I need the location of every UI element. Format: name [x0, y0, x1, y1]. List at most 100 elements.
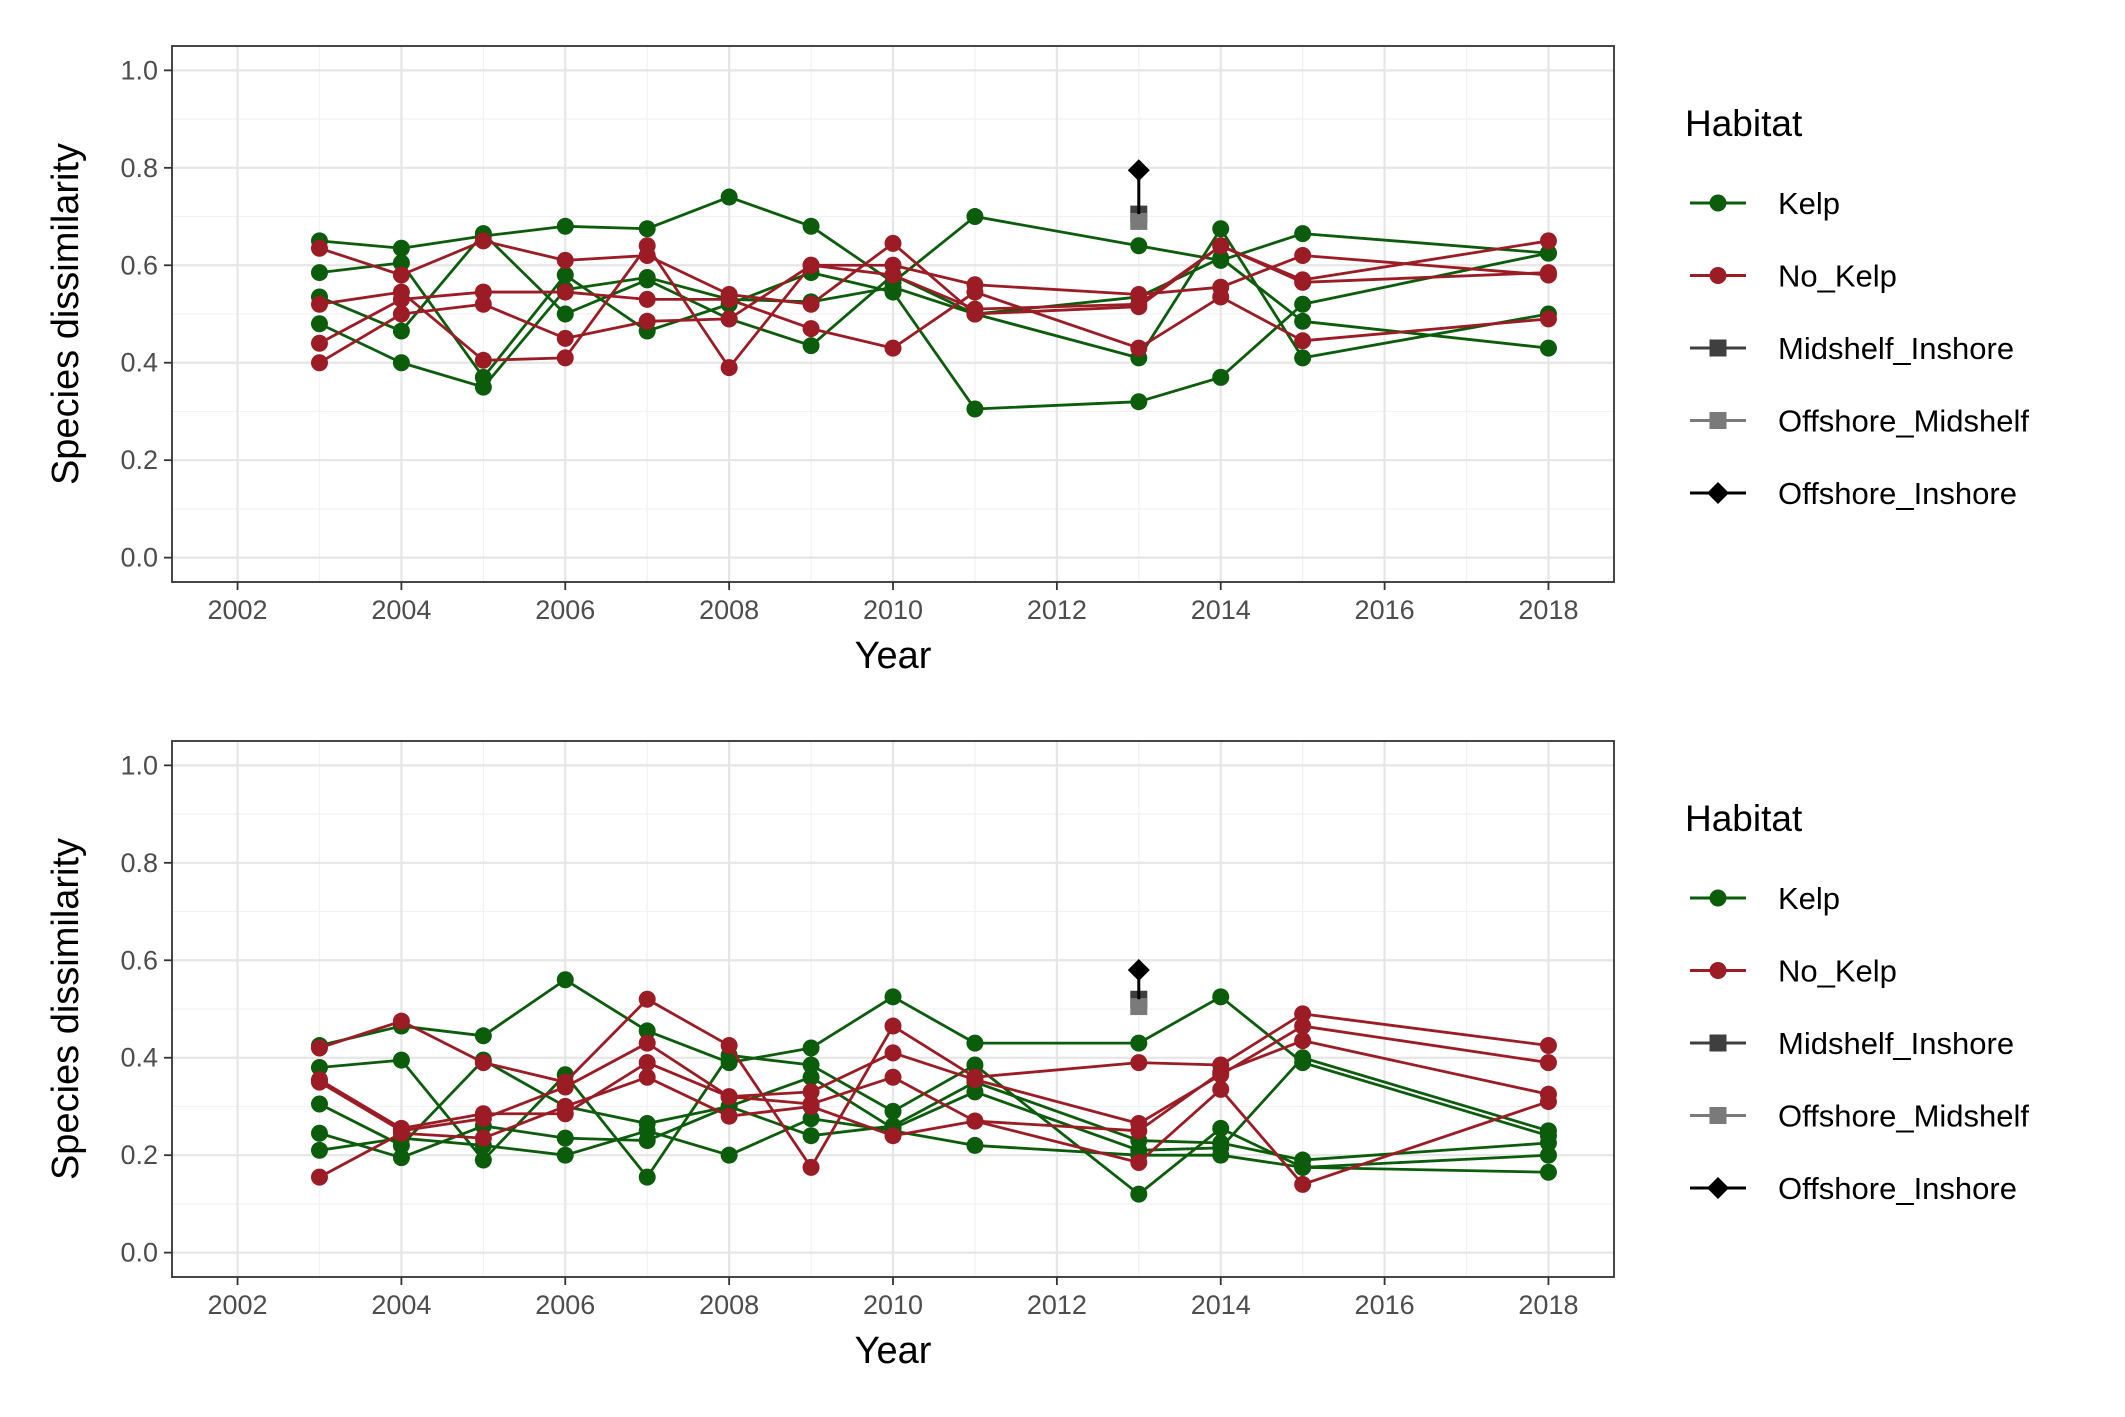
series-no-kelp-8: [310, 232, 1557, 372]
data-point: [1212, 1134, 1230, 1152]
data-point: [556, 1097, 574, 1115]
data-point: [884, 1127, 902, 1145]
data-point: [474, 351, 492, 369]
legend-key-marker: [1709, 889, 1727, 907]
legend-entry-midshelf-inshore: Midshelf_Inshore: [1690, 1026, 2014, 1061]
chart-panel-1: 2002 2004 2006 2008 2010 2012 2014 2016 2018 0.0 0…: [45, 45, 2029, 677]
data-point: [802, 217, 820, 235]
y-tick-label: 1.0: [120, 55, 158, 85]
data-point: [1212, 1146, 1230, 1164]
legend-label: Offshore_Midshelf: [1778, 1099, 2029, 1134]
data-point: [638, 237, 656, 255]
data-point: [1130, 1185, 1148, 1203]
legend-key-marker: [1709, 194, 1727, 212]
data-point: [392, 305, 410, 323]
y-tick-label: 0.6: [120, 250, 158, 280]
data-point: [1130, 1034, 1148, 1052]
x-tick-label: 2002: [208, 1290, 268, 1320]
data-point: [1539, 310, 1557, 328]
data-point: [310, 354, 328, 372]
legend-label: Kelp: [1778, 881, 1840, 916]
legend-entry-offshore-inshore: Offshore_Inshore: [1690, 1171, 2017, 1206]
legend-key-marker: [1709, 412, 1727, 429]
data-point: [802, 320, 820, 338]
data-point: [556, 1146, 574, 1164]
series-offshore-midshelf-10: [1130, 212, 1148, 230]
y-tick-label: 1.0: [120, 750, 158, 780]
data-point: [966, 1136, 984, 1154]
data-point: [884, 278, 902, 296]
data-point: [310, 334, 328, 352]
data-point: [392, 239, 410, 257]
data-point: [1294, 1158, 1312, 1176]
data-point: [802, 337, 820, 355]
x-tick-label: 2014: [1191, 1290, 1251, 1320]
data-point: [802, 1158, 820, 1176]
data-point: [966, 1034, 984, 1052]
data-point: [474, 1129, 492, 1147]
data-point: [556, 305, 574, 323]
data-point: [1130, 1153, 1148, 1171]
data-point: [310, 1073, 328, 1091]
legend-label: No_Kelp: [1778, 954, 1897, 989]
data-point: [1294, 1049, 1312, 1067]
data-point: [1294, 1032, 1312, 1050]
y-tick-label: 0.4: [120, 1043, 158, 1073]
data-point: [474, 1110, 492, 1128]
data-point: [392, 290, 410, 308]
data-point: [1294, 1005, 1312, 1023]
data-point: [638, 1054, 656, 1072]
legend-label: Offshore_Midshelf: [1778, 404, 2029, 439]
data-point: [1212, 988, 1230, 1006]
x-tick-label: 2010: [863, 595, 923, 625]
data-point: [392, 254, 410, 272]
data-point: [1294, 225, 1312, 243]
data-point: [1130, 339, 1148, 357]
data-point: [310, 1039, 328, 1057]
data-point: [720, 1146, 738, 1164]
data-point: [1130, 212, 1148, 230]
y-tick-label: 0.8: [120, 153, 158, 183]
data-point: [310, 239, 328, 257]
data-point: [802, 1083, 820, 1101]
data-point: [1539, 1134, 1557, 1152]
data-point: [638, 312, 656, 330]
data-point: [1212, 220, 1230, 238]
legend-key-marker: [1709, 1034, 1727, 1052]
data-point: [966, 400, 984, 418]
data-point: [556, 217, 574, 235]
y-tick-label: 0.6: [120, 945, 158, 975]
legend-label: Offshore_Inshore: [1778, 1171, 2017, 1206]
data-point: [966, 300, 984, 318]
legend-entry-offshore-midshelf: Offshore_Midshelf: [1690, 404, 2029, 439]
data-point: [720, 290, 738, 308]
data-point: [1294, 349, 1312, 367]
data-point: [474, 295, 492, 313]
data-point: [802, 1095, 820, 1113]
data-point: [1294, 312, 1312, 330]
data-point: [1294, 247, 1312, 265]
data-point: [1130, 237, 1148, 255]
y-axis-title: Species dissimilarity: [45, 838, 87, 1180]
data-point: [638, 1168, 656, 1186]
data-point: [1212, 288, 1230, 306]
data-point: [556, 971, 574, 989]
data-point: [1212, 237, 1230, 255]
data-point: [1539, 1037, 1557, 1055]
data-point: [1539, 1085, 1557, 1103]
data-point: [392, 1149, 410, 1167]
legend-entry-offshore-midshelf: Offshore_Midshelf: [1690, 1099, 2029, 1134]
data-point: [884, 1102, 902, 1120]
data-point: [392, 1012, 410, 1030]
data-point: [1539, 1146, 1557, 1164]
data-point: [310, 1141, 328, 1159]
x-tick-label: 2012: [1027, 1290, 1087, 1320]
chart-panel-2: 2002 2004 2006 2008 2010 2012 2014 2016 2018 0.0 0…: [45, 740, 2029, 1372]
x-tick-label: 2008: [699, 595, 759, 625]
data-point: [310, 1124, 328, 1142]
data-point: [884, 1017, 902, 1035]
data-point: [1539, 1163, 1557, 1181]
data-point: [966, 208, 984, 226]
data-point: [474, 1151, 492, 1169]
